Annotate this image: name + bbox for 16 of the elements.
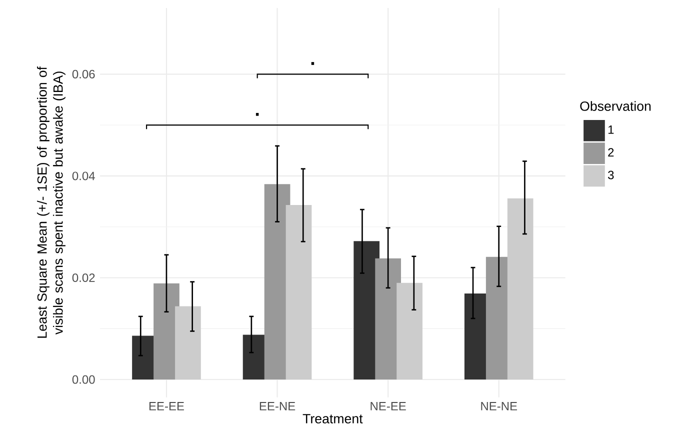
y-tick-label: 0.04 (72, 172, 95, 180)
x-tick-label: NE-NE (481, 402, 518, 410)
legend-label: 3 (608, 170, 614, 180)
annotation: . (256, 112, 259, 116)
x-tick-label: EE-EE (149, 402, 184, 410)
x-axis-title: Treatment (302, 414, 363, 424)
legend-label: 1 (608, 125, 614, 134)
legend-label: 2 (608, 148, 614, 156)
y-tick-label: 0.06 (72, 70, 95, 78)
x-tick-label: EE-NE (260, 402, 296, 410)
annotation: . (311, 62, 314, 65)
x-tick-label: NE-EE (370, 402, 406, 410)
y-axis-title: Least Square Mean (+/- 1SE) of proportion of visible scans spent inactive but awake (IBA) (37, 66, 66, 338)
legend-title: Observation (580, 101, 651, 111)
y-tick-label: 0.02 (72, 273, 95, 282)
y-tick-label: 0.00 (72, 375, 95, 384)
